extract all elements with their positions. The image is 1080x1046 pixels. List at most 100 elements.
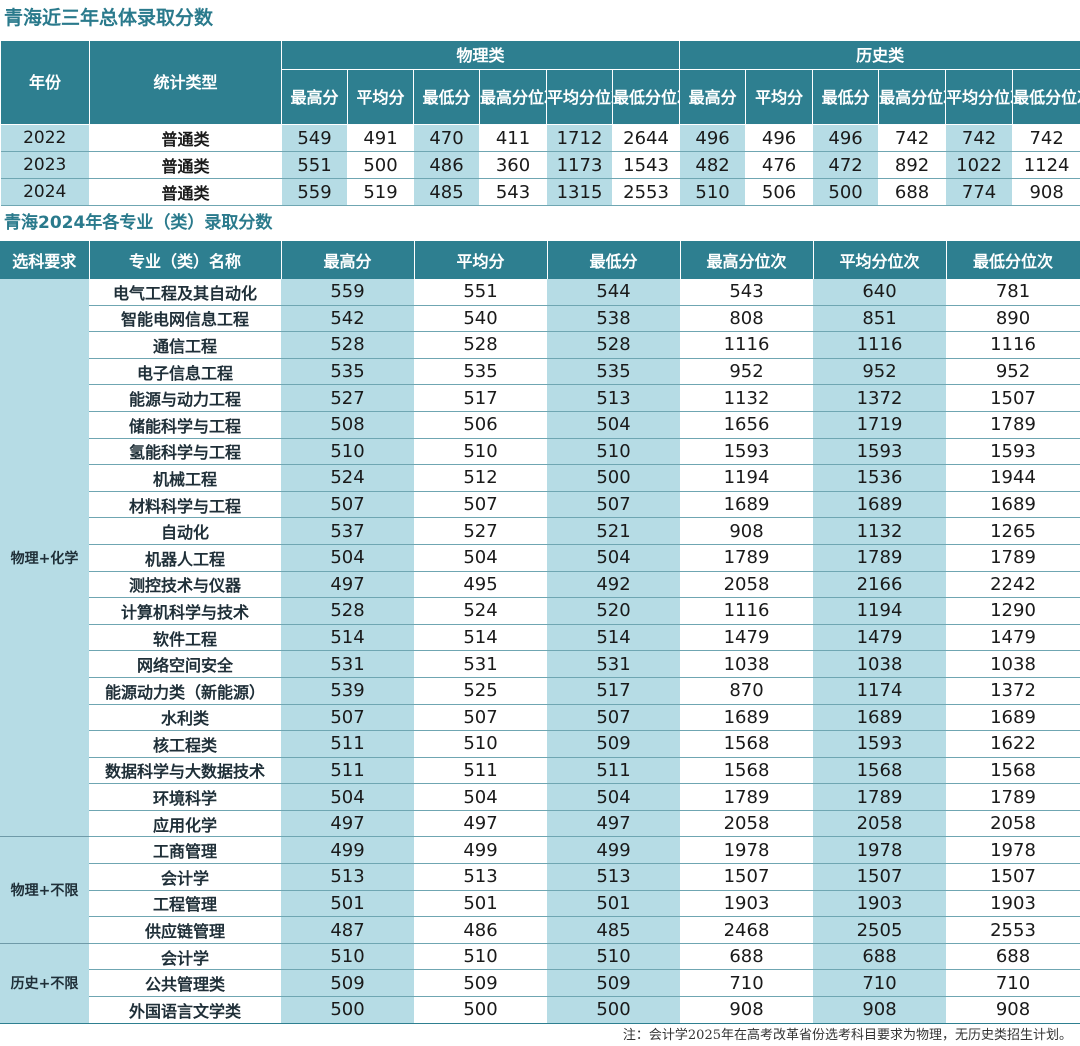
table-cell: 507: [281, 704, 414, 732]
header-stat-type: 统计类型: [89, 40, 282, 125]
table-row: 能源与动力工程 527 517 513 1132 1372 1507: [0, 384, 1080, 412]
table-cell: 1173: [546, 151, 613, 179]
column-header: 最低分位次: [946, 241, 1080, 279]
table-cell: 908: [1012, 178, 1080, 206]
table-cell: 486: [414, 916, 547, 944]
table-row: 机器人工程 504 504 504 1789 1789 1789: [0, 544, 1080, 572]
table-cell: 499: [281, 836, 414, 865]
table-cell: 2505: [813, 916, 946, 944]
table-cell: 1116: [813, 331, 946, 359]
table-cell: 500: [281, 996, 414, 1024]
table-cell: 710: [946, 969, 1080, 998]
table-cell: 1372: [946, 677, 1080, 705]
table-cell: 527: [414, 517, 547, 545]
major-name: 电气工程及其自动化: [89, 279, 281, 306]
table-cell: 485: [547, 916, 680, 944]
table-cell: 514: [414, 624, 547, 652]
major-name: 机械工程: [89, 464, 281, 492]
table-cell: 528: [281, 331, 414, 359]
table-row: 机械工程 524 512 500 1194 1536 1944: [0, 464, 1080, 492]
table-cell: 510: [414, 438, 547, 466]
table-cell: 535: [414, 358, 547, 386]
table-cell: 1689: [680, 704, 813, 732]
subject-requirement: 物理+化学: [0, 279, 89, 838]
major-name: 机器人工程: [89, 544, 281, 572]
table-cell: 952: [680, 358, 813, 386]
table-cell: 535: [547, 358, 680, 386]
major-name: 智能电网信息工程: [89, 305, 281, 333]
table-cell: 1689: [946, 491, 1080, 519]
major-name: 能源动力类（新能源）: [89, 677, 281, 705]
table-cell: 507: [414, 704, 547, 732]
sub-header: 最低分: [413, 69, 480, 125]
table-cell: 1507: [946, 384, 1080, 412]
table-cell: 1507: [813, 863, 946, 891]
table-cell: 2024: [0, 178, 90, 206]
table-cell: 908: [813, 996, 946, 1024]
table-cell: 510: [547, 438, 680, 466]
table-cell: 2058: [946, 810, 1080, 838]
table-row: 能源动力类（新能源） 539 525 517 870 1174 1372: [0, 677, 1080, 705]
column-header: 最高分位次: [680, 241, 814, 279]
table-cell: 514: [547, 624, 680, 652]
table-cell: 500: [812, 178, 880, 206]
table-cell: 1593: [680, 438, 813, 466]
table-cell: 1789: [946, 544, 1080, 572]
table-cell: 952: [946, 358, 1080, 386]
table-cell: 1290: [946, 597, 1080, 625]
table-cell: 524: [281, 464, 414, 492]
table-cell: 1903: [813, 890, 946, 918]
sub-header: 最低分位次: [611, 69, 681, 125]
table-cell: 1689: [813, 491, 946, 519]
table-cell: 908: [680, 996, 813, 1024]
table-cell: 1789: [680, 783, 813, 811]
major-name: 外国语言文学类: [89, 996, 281, 1024]
table-cell: 742: [878, 124, 947, 152]
table-row: 工程管理 501 501 501 1903 1903 1903: [0, 890, 1080, 918]
table-cell: 1689: [946, 704, 1080, 732]
table-cell: 499: [414, 836, 547, 865]
table-cell: 1719: [813, 411, 946, 439]
table-cell: 504: [281, 783, 414, 811]
table-row: 软件工程 514 514 514 1479 1479 1479: [0, 624, 1080, 652]
table-cell: 952: [813, 358, 946, 386]
table-row: 供应链管理 487 486 485 2468 2505 2553: [0, 916, 1080, 944]
table-cell: 511: [547, 757, 680, 785]
major-name: 会计学: [89, 863, 281, 891]
table-cell: 908: [946, 996, 1080, 1024]
section-title: 青海2024年各专业（类）录取分数: [4, 213, 273, 233]
table-cell: 1543: [612, 151, 681, 179]
table-cell: 2166: [813, 571, 946, 599]
table-cell: 476: [745, 151, 814, 179]
sub-header: 平均分位次: [546, 69, 613, 125]
table-cell: 1944: [946, 464, 1080, 492]
table-cell: 1568: [946, 757, 1080, 785]
table-cell: 519: [347, 178, 414, 206]
sub-header: 平均分: [745, 69, 814, 125]
major-name: 材料科学与工程: [89, 491, 281, 519]
table-cell: 2058: [680, 571, 813, 599]
table-cell: 487: [281, 916, 414, 944]
table-cell: 411: [479, 124, 547, 152]
column-header: 最高分: [281, 241, 415, 279]
table-cell: 511: [281, 757, 414, 785]
table-cell: 500: [414, 996, 547, 1024]
table-cell: 688: [680, 943, 813, 971]
table-cell: 普通类: [89, 178, 282, 206]
table-cell: 1194: [813, 597, 946, 625]
table-cell: 892: [878, 151, 947, 179]
table-cell: 509: [414, 969, 547, 998]
table-cell: 2058: [680, 810, 813, 838]
table-cell: 1116: [680, 331, 813, 359]
sub-header: 最低分: [812, 69, 880, 125]
table-cell: 808: [680, 305, 813, 333]
table-cell: 492: [547, 571, 680, 599]
table-cell: 504: [281, 544, 414, 572]
table-row: 2024 普通类 559 519 485 543 1315 2553 510 506 500 688 7…: [0, 178, 1080, 206]
major-name: 核工程类: [89, 730, 281, 758]
table-row: 智能电网信息工程 542 540 538 808 851 890: [0, 305, 1080, 333]
table-cell: 1507: [946, 863, 1080, 891]
table-cell: 1689: [813, 704, 946, 732]
table-cell: 1593: [813, 438, 946, 466]
column-header: 专业（类）名称: [89, 241, 282, 279]
